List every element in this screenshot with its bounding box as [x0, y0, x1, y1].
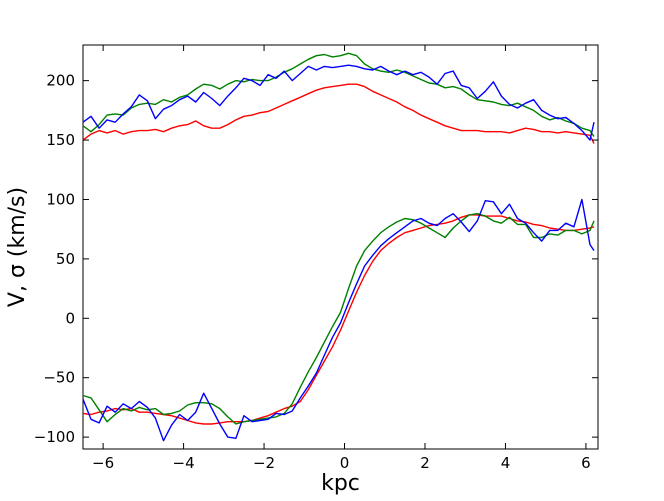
x-tick-label: −6	[92, 454, 114, 472]
x-axis-title: kpc	[321, 471, 360, 496]
y-tick-label: 150	[46, 131, 75, 149]
y-axis-title: V, σ (km/s)	[5, 187, 30, 307]
series-line-velocity-0	[82, 198, 595, 442]
x-tick-label: −2	[253, 454, 275, 472]
x-tick-label: 6	[581, 454, 591, 472]
ticks-group: −6 −4 −2 0 2 4 6 −100 −50 0 50 100 150 200	[34, 45, 598, 472]
x-tick-label: 0	[340, 454, 350, 472]
series-line-velocity-1	[82, 212, 595, 425]
y-tick-label: −50	[43, 369, 75, 387]
x-tick-label: −4	[173, 454, 195, 472]
y-tick-label: 50	[56, 250, 75, 268]
y-tick-label: 200	[46, 72, 75, 90]
plot-frame	[82, 44, 599, 450]
series-line-sigma-1	[82, 52, 595, 137]
y-tick-label: 100	[46, 190, 75, 208]
series-line-sigma-0	[82, 64, 595, 141]
series-line-sigma-2	[82, 83, 595, 144]
y-tick-label: −100	[34, 428, 75, 446]
series-line-velocity-2	[82, 214, 595, 425]
series-group	[82, 52, 595, 442]
y-tick-label: 0	[65, 309, 75, 327]
x-tick-label: 4	[501, 454, 511, 472]
plot-area: −6 −4 −2 0 2 4 6 −100 −50 0 50 100 150 200	[34, 44, 599, 472]
x-tick-label: 2	[420, 454, 430, 472]
